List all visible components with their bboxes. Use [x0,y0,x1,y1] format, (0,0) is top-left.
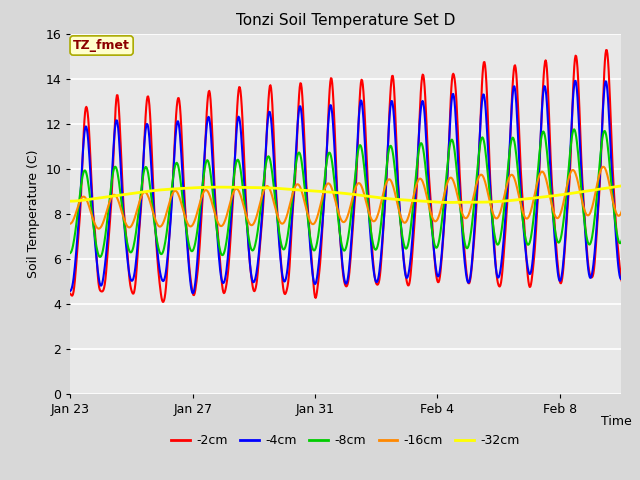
Title: Tonzi Soil Temperature Set D: Tonzi Soil Temperature Set D [236,13,455,28]
Text: TZ_fmet: TZ_fmet [73,39,130,52]
Y-axis label: Soil Temperature (C): Soil Temperature (C) [27,149,40,278]
X-axis label: Time: Time [601,415,632,428]
Legend: -2cm, -4cm, -8cm, -16cm, -32cm: -2cm, -4cm, -8cm, -16cm, -32cm [166,429,525,452]
